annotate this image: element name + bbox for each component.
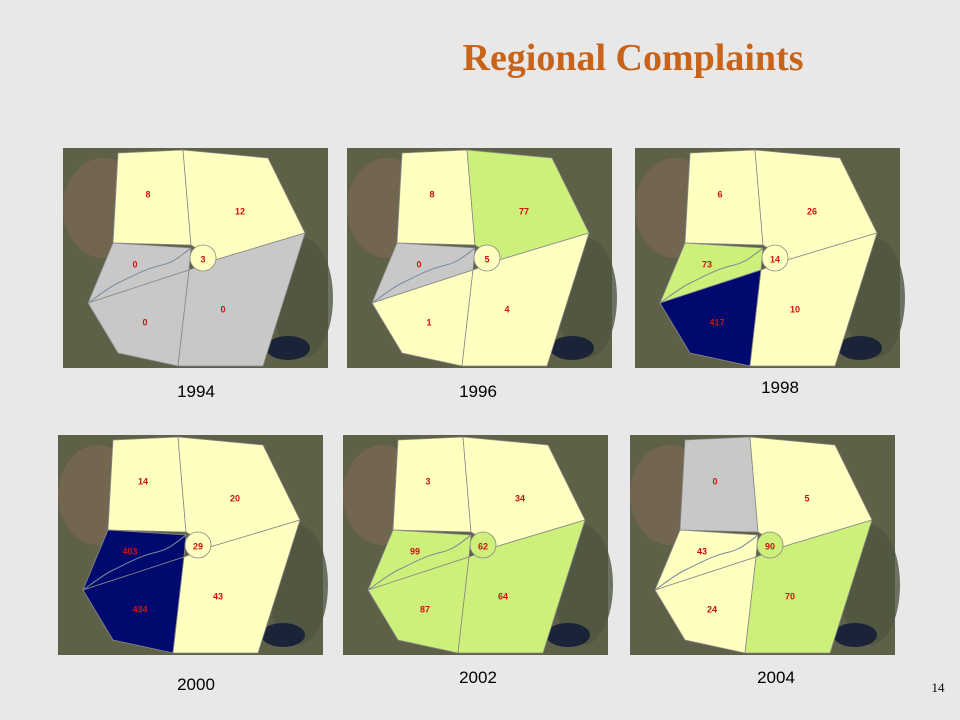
region-value: 87 [420, 604, 430, 614]
region-value: 0 [142, 317, 147, 327]
river [82, 534, 187, 591]
region-value: 26 [807, 206, 817, 216]
region-value: 417 [709, 317, 724, 327]
region-value: 73 [702, 259, 712, 269]
map-year: 1996 [459, 382, 497, 401]
region [469, 531, 497, 559]
map-panel: 14 20 29 403 434 43 [58, 435, 328, 655]
region [756, 531, 784, 559]
region-value: 99 [410, 546, 420, 556]
region-value: 434 [132, 604, 147, 614]
map-panel: 8 12 3 0 0 0 [63, 148, 333, 368]
region [396, 149, 476, 246]
region [761, 244, 789, 272]
slide-title: Regional Complaints [463, 37, 804, 79]
region-value: 14 [138, 476, 148, 486]
map-panel: 3 34 62 99 87 64 [343, 435, 613, 655]
map-panel: 0 5 90 43 24 70 [630, 435, 900, 655]
river [659, 247, 764, 304]
region-value: 1 [426, 317, 431, 327]
region-value: 0 [416, 259, 421, 269]
region-value: 43 [697, 546, 707, 556]
region [112, 149, 192, 246]
map-year: 2002 [459, 668, 497, 687]
region-value: 77 [519, 206, 529, 216]
map-year: 2000 [177, 675, 215, 694]
region [189, 244, 217, 272]
region-value: 0 [132, 259, 137, 269]
region-value: 24 [707, 604, 717, 614]
lake [266, 336, 310, 360]
region-value: 4 [504, 304, 509, 314]
region [473, 244, 501, 272]
region-value: 20 [230, 493, 240, 503]
map-year: 1994 [177, 382, 215, 401]
region [184, 531, 212, 559]
region-value: 12 [235, 206, 245, 216]
lake [546, 623, 590, 647]
lake [838, 336, 882, 360]
river [371, 247, 476, 304]
region-value: 8 [429, 189, 434, 199]
lake [261, 623, 305, 647]
region-value: 5 [804, 493, 809, 503]
region-value: 62 [478, 541, 488, 551]
map-panel: 8 77 5 0 1 4 [347, 148, 617, 368]
region [684, 149, 764, 246]
map-year: 1998 [761, 378, 799, 397]
river [87, 247, 192, 304]
region-value: 14 [770, 254, 780, 264]
region-value: 5 [484, 254, 489, 264]
lake [833, 623, 877, 647]
river [367, 534, 472, 591]
region [392, 436, 472, 533]
map-year: 2004 [757, 668, 795, 687]
region-value: 0 [220, 304, 225, 314]
region-value: 64 [498, 591, 508, 601]
region [679, 436, 759, 533]
region-value: 3 [425, 476, 430, 486]
region-value: 90 [765, 541, 775, 551]
region-value: 43 [213, 591, 223, 601]
lake [550, 336, 594, 360]
region-value: 8 [145, 189, 150, 199]
region-value: 10 [790, 304, 800, 314]
region-value: 0 [712, 476, 717, 486]
region-value: 6 [717, 189, 722, 199]
page-number: 14 [932, 680, 946, 695]
map-panel: 6 26 14 73 417 10 [635, 148, 905, 368]
region-value: 403 [122, 546, 137, 556]
river [654, 534, 759, 591]
region-value: 3 [200, 254, 205, 264]
region-value: 34 [515, 493, 525, 503]
region-value: 29 [193, 541, 203, 551]
region-value: 70 [785, 591, 795, 601]
